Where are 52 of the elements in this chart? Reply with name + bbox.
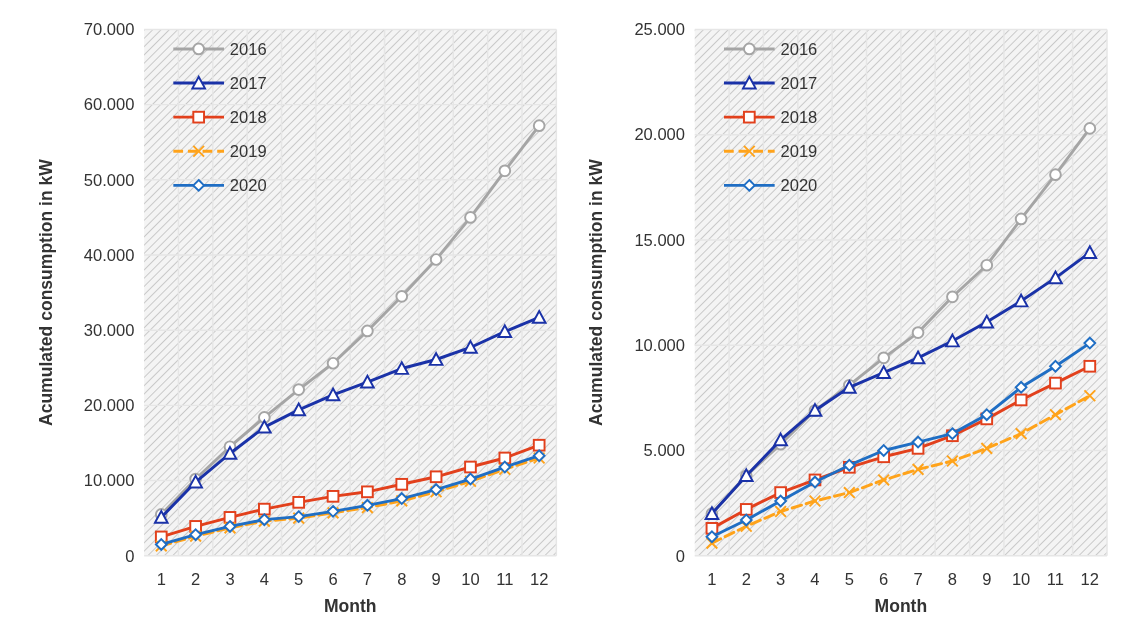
x-tick-label: 5 [294,569,304,589]
y-tick-label: 50.000 [83,170,135,190]
x-axis-title: Month [874,596,928,617]
y-tick-label: 15.000 [634,230,685,250]
y-tick-label: 60.000 [83,95,135,115]
y-axis-title: Acumulated consumption in kW [35,158,56,427]
y-tick-label: 5.000 [643,441,685,461]
x-tick-label: 9 [431,569,441,589]
x-tick-label: 8 [397,569,407,589]
x-tick-label: 3 [225,569,235,589]
x-tick-label: 1 [156,569,166,589]
y-tick-label: 10.000 [634,336,685,356]
legend-label: 2019 [229,142,267,162]
legend-label: 2019 [780,142,818,162]
x-tick-label: 11 [496,569,514,589]
x-tick-label: 2 [191,569,201,589]
legend-label: 2018 [780,107,818,127]
y-tick-label: 0 [675,546,685,566]
x-tick-label: 12 [1080,569,1100,589]
x-tick-label: 1 [707,569,717,589]
legend-label: 2020 [780,176,818,196]
x-tick-label: 6 [879,569,889,589]
x-tick-label: 7 [913,569,923,589]
x-tick-label: 9 [982,569,992,589]
x-tick-label: 10 [1011,569,1031,589]
legend-label: 2017 [229,73,267,93]
legend-label: 2020 [229,176,267,196]
x-tick-label: 7 [362,569,373,589]
y-tick-label: 0 [125,546,135,566]
x-tick-label: 2 [741,569,751,589]
x-tick-label: 4 [810,569,820,589]
legend-label: 2017 [780,73,818,93]
y-tick-label: 25.000 [634,20,685,40]
x-axis-title: Month [323,596,377,617]
y-tick-label: 70.000 [83,20,135,40]
y-tick-label: 30.000 [83,320,135,340]
legend-label: 2018 [229,107,267,127]
y-tick-label: 40.000 [83,245,135,265]
y-tick-label: 20.000 [83,396,135,416]
x-tick-label: 5 [844,569,854,589]
x-tick-label: 10 [461,569,480,589]
x-tick-label: 3 [776,569,786,589]
x-tick-label: 12 [529,569,549,589]
x-tick-label: 11 [1046,569,1065,589]
y-axis-title: Acumulated consumption in kW [586,158,607,427]
legend-label: 2016 [780,39,818,59]
y-tick-label: 10.000 [83,471,135,491]
x-tick-label: 4 [259,569,269,589]
x-tick-label: 6 [328,569,338,589]
y-tick-label: 20.000 [634,125,685,145]
x-tick-label: 8 [947,569,958,589]
legend-label: 2016 [229,39,267,59]
